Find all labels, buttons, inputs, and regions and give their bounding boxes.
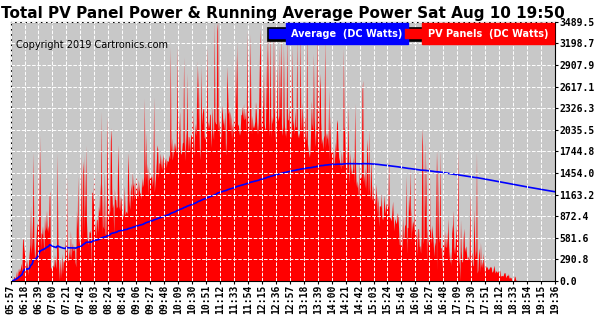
Legend: Average  (DC Watts), PV Panels  (DC Watts): Average (DC Watts), PV Panels (DC Watts) xyxy=(267,27,550,41)
Title: Total PV Panel Power & Running Average Power Sat Aug 10 19:50: Total PV Panel Power & Running Average P… xyxy=(1,5,565,20)
Text: Copyright 2019 Cartronics.com: Copyright 2019 Cartronics.com xyxy=(16,40,168,50)
